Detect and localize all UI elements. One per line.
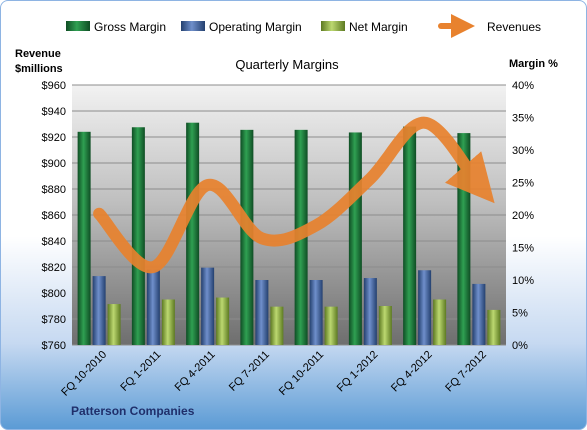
y-left-tick-label: $820 xyxy=(42,262,66,274)
legend-item-gross-margin: Gross Margin xyxy=(66,20,166,34)
bar-gross-margin xyxy=(240,129,254,345)
bar-operating-margin xyxy=(363,278,377,345)
x-tick-label: FQ 10-2011 xyxy=(277,349,326,398)
legend-label-operating-margin: Operating Margin xyxy=(209,20,302,34)
chart-title: Quarterly Margins xyxy=(235,57,339,72)
y-right-tick-label: 35% xyxy=(512,113,534,125)
bar-operating-margin xyxy=(472,283,486,345)
y-left-tick-label: $840 xyxy=(42,236,66,248)
bar-net-margin xyxy=(107,304,121,345)
y-left-label-line2: $millions xyxy=(15,63,63,75)
y-right-tick-label: 25% xyxy=(512,178,534,190)
revenue-line xyxy=(93,116,495,274)
bar-net-margin xyxy=(216,297,230,345)
y-left-tick-label: $760 xyxy=(42,340,66,352)
bar-net-margin xyxy=(270,306,284,345)
bar-operating-margin xyxy=(92,276,106,345)
x-ticks: FQ 10-2010 FQ 1-2011 FQ 4-2011 FQ 7-2011 FQ … xyxy=(59,349,489,399)
y-right-tick-label: 5% xyxy=(512,308,528,320)
x-tick-label: FQ 1-2012 xyxy=(335,349,381,395)
y-left-tick-label: $960 xyxy=(42,80,66,92)
y-right-ticks: 0% 5% 10% 15% 20% 25% 30% 35% 40% xyxy=(512,80,534,352)
y-left-tick-label: $780 xyxy=(42,314,66,326)
bar-gross-margin xyxy=(186,122,200,345)
y-left-tick-label: $900 xyxy=(42,158,66,170)
bar-operating-margin xyxy=(146,269,160,345)
legend: Gross Margin Operating Margin Net Margin… xyxy=(66,14,541,38)
x-tick-label: FQ 10-2010 xyxy=(59,349,109,399)
y-right-tick-label: 20% xyxy=(512,210,534,222)
legend-swatch-operating-margin xyxy=(181,21,205,31)
revenue-line-group xyxy=(93,116,495,274)
bar-net-margin xyxy=(487,309,501,345)
y-right-tick-label: 0% xyxy=(512,340,528,352)
y-right-tick-label: 30% xyxy=(512,145,534,157)
bar-operating-margin xyxy=(418,270,432,345)
bar-operating-margin xyxy=(309,280,323,345)
legend-label-net-margin: Net Margin xyxy=(349,20,408,34)
legend-label-revenues: Revenues xyxy=(487,20,541,34)
x-tick-label: FQ 4-2012 xyxy=(389,349,435,395)
legend-swatch-net-margin xyxy=(321,21,345,31)
y-left-tick-label: $880 xyxy=(42,184,66,196)
bar-net-margin xyxy=(161,299,175,345)
footer-company: Patterson Companies xyxy=(71,404,195,418)
y-left-ticks: $760 $780 $800 $820 $840 $860 $880 $900 $920 $940… xyxy=(42,80,66,352)
y-right-tick-label: 15% xyxy=(512,243,534,255)
bar-operating-margin xyxy=(201,267,215,345)
x-tick-label: FQ 4-2011 xyxy=(173,349,218,394)
bar-net-margin xyxy=(378,306,392,345)
x-tick-label: FQ 7-2012 xyxy=(443,349,489,395)
y-left-tick-label: $920 xyxy=(42,132,66,144)
y-left-tick-label: $800 xyxy=(42,288,66,300)
y-left-tick-label: $940 xyxy=(42,106,66,118)
legend-item-revenues: Revenues xyxy=(438,14,541,38)
x-tick-label: FQ 7-2011 xyxy=(227,349,272,394)
legend-item-operating-margin: Operating Margin xyxy=(181,20,302,34)
y-left-label-line1: Revenue xyxy=(15,48,61,60)
bar-gross-margin xyxy=(348,132,362,345)
bar-operating-margin xyxy=(255,280,269,345)
legend-label-gross-margin: Gross Margin xyxy=(94,20,166,34)
legend-item-net-margin: Net Margin xyxy=(321,20,408,34)
bar-gross-margin xyxy=(403,126,417,345)
x-tick-label: FQ 1-2011 xyxy=(118,349,163,394)
y-left-tick-label: $860 xyxy=(42,210,66,222)
y-right-label: Margin % xyxy=(509,58,558,70)
bar-net-margin xyxy=(433,299,447,345)
bar-net-margin xyxy=(324,306,338,345)
legend-swatch-gross-margin xyxy=(66,21,90,31)
bar-gross-margin xyxy=(131,127,145,345)
y-right-tick-label: 10% xyxy=(512,275,534,287)
y-right-tick-label: 40% xyxy=(512,80,534,92)
bar-gross-margin xyxy=(77,131,91,345)
